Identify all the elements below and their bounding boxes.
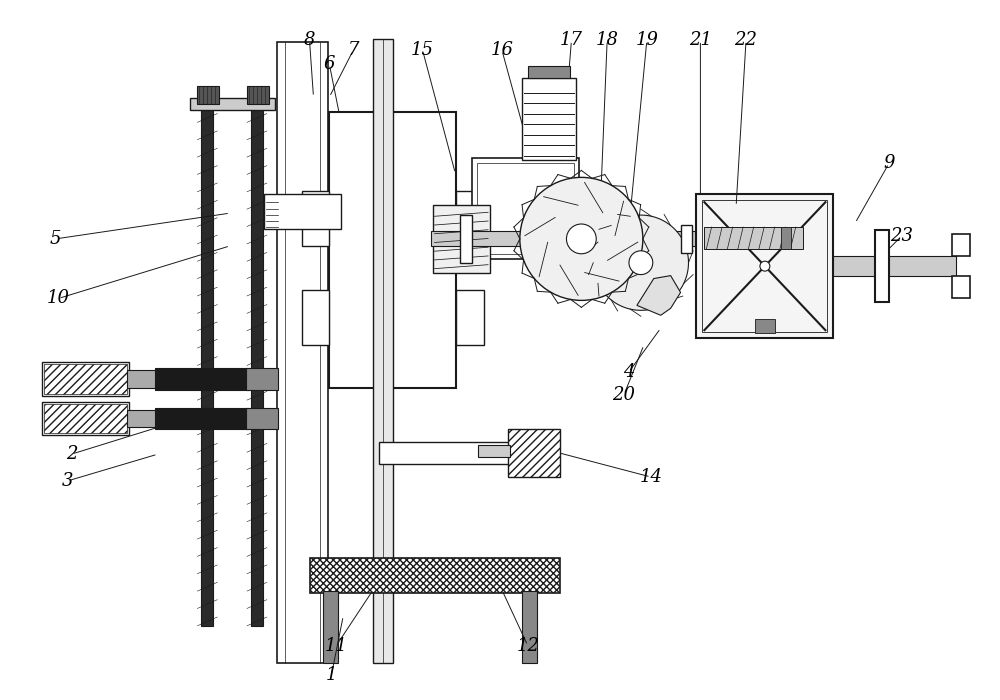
Bar: [127, 410, 157, 428]
Polygon shape: [637, 276, 681, 315]
Bar: [952, 234, 970, 256]
Bar: [781, 227, 791, 249]
Bar: [251, 107, 263, 626]
Bar: [755, 319, 775, 333]
Text: 7: 7: [347, 41, 359, 60]
Bar: [201, 107, 213, 626]
Text: 5: 5: [50, 230, 61, 248]
Text: 6: 6: [324, 55, 335, 74]
Bar: [190, 98, 275, 110]
Bar: [431, 231, 720, 246]
Text: 8: 8: [304, 32, 315, 50]
Text: 3: 3: [62, 472, 73, 490]
Text: 20: 20: [613, 386, 636, 404]
Text: 1: 1: [326, 666, 337, 685]
Text: 15: 15: [411, 41, 434, 60]
Circle shape: [520, 177, 643, 300]
Bar: [472, 158, 579, 259]
Text: 17: 17: [560, 32, 583, 50]
Bar: [702, 200, 827, 332]
Bar: [44, 404, 127, 433]
Bar: [477, 162, 574, 254]
Bar: [302, 290, 329, 345]
Bar: [264, 194, 341, 229]
Text: 10: 10: [47, 289, 70, 307]
Bar: [889, 256, 956, 276]
Bar: [379, 442, 543, 464]
Bar: [522, 591, 537, 662]
Bar: [44, 364, 127, 393]
Circle shape: [629, 251, 653, 274]
Bar: [433, 205, 490, 272]
Polygon shape: [593, 215, 688, 310]
Bar: [460, 215, 472, 262]
Text: 18: 18: [596, 32, 619, 50]
Text: 21: 21: [689, 32, 712, 50]
Bar: [833, 256, 875, 276]
Circle shape: [760, 261, 770, 271]
Bar: [329, 112, 456, 388]
Bar: [197, 86, 219, 104]
Bar: [528, 66, 570, 78]
Bar: [127, 370, 157, 388]
Circle shape: [566, 224, 596, 254]
Text: 16: 16: [490, 41, 513, 60]
Bar: [246, 368, 278, 390]
Bar: [246, 407, 278, 429]
Bar: [456, 290, 484, 345]
Text: 23: 23: [890, 227, 913, 245]
Bar: [508, 429, 560, 477]
Bar: [522, 78, 576, 160]
Text: 4: 4: [623, 363, 635, 381]
Bar: [478, 445, 510, 457]
Bar: [247, 86, 269, 104]
Bar: [155, 407, 249, 429]
Text: 12: 12: [516, 636, 539, 655]
Bar: [155, 368, 249, 390]
Bar: [875, 230, 889, 302]
Bar: [302, 191, 329, 246]
Text: 9: 9: [883, 155, 895, 172]
Bar: [952, 276, 970, 298]
Text: 14: 14: [639, 468, 662, 486]
Bar: [681, 225, 692, 253]
Bar: [456, 191, 484, 246]
Bar: [373, 39, 393, 662]
Bar: [277, 43, 328, 662]
Bar: [323, 591, 338, 662]
Bar: [704, 227, 803, 249]
Text: 22: 22: [735, 32, 758, 50]
Text: 11: 11: [325, 636, 348, 655]
Bar: [42, 402, 129, 435]
Text: 2: 2: [66, 445, 77, 463]
Text: 19: 19: [635, 32, 658, 50]
Bar: [696, 194, 833, 338]
Bar: [310, 559, 560, 593]
Bar: [42, 362, 129, 396]
